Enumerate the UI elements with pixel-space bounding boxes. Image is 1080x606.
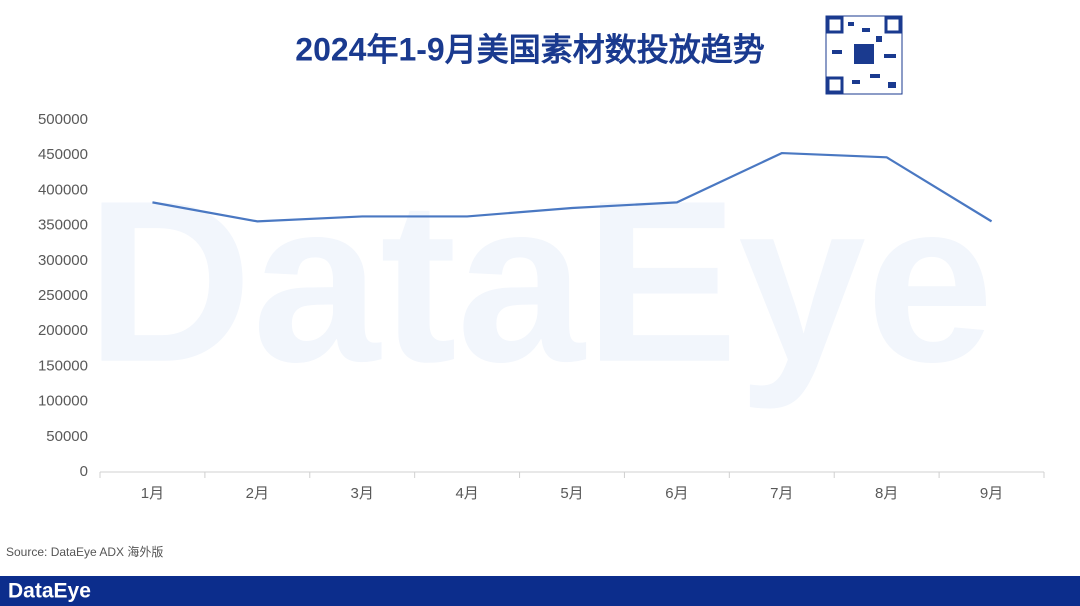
x-tick-label: 5月 <box>560 485 583 502</box>
y-tick-label: 150000 <box>38 357 88 374</box>
footer-brand: DataEye <box>8 580 91 603</box>
y-tick-label: 400000 <box>38 181 88 198</box>
y-tick-label: 50000 <box>46 428 88 445</box>
y-tick-label: 300000 <box>38 252 88 269</box>
source: Source: DataEye ADX 海外版 <box>6 544 163 559</box>
y-tick-label: 450000 <box>38 146 88 163</box>
x-tick-label: 3月 <box>351 485 374 502</box>
x-tick-label: 2月 <box>246 485 269 502</box>
x-tick-label: 6月 <box>665 485 688 502</box>
x-tick-label: 9月 <box>980 485 1003 502</box>
qr-code <box>825 15 903 95</box>
y-tick-label: 350000 <box>38 217 88 234</box>
x-tick-label: 1月 <box>141 485 164 502</box>
chart-title: 2024年1-9月美国素材数投放趋势 <box>295 31 764 67</box>
y-tick-label: 250000 <box>38 287 88 304</box>
y-tick-label: 200000 <box>38 322 88 339</box>
y-tick-label: 500000 <box>38 111 88 128</box>
watermark: DataEye <box>86 153 994 410</box>
y-tick-label: 100000 <box>38 393 88 410</box>
x-tick-label: 7月 <box>770 485 793 502</box>
y-tick-label: 0 <box>80 463 88 480</box>
x-tick-label: 4月 <box>455 485 478 502</box>
line-series <box>152 151 993 223</box>
x-tick-label: 8月 <box>875 485 898 502</box>
footer-bar <box>0 576 1080 606</box>
